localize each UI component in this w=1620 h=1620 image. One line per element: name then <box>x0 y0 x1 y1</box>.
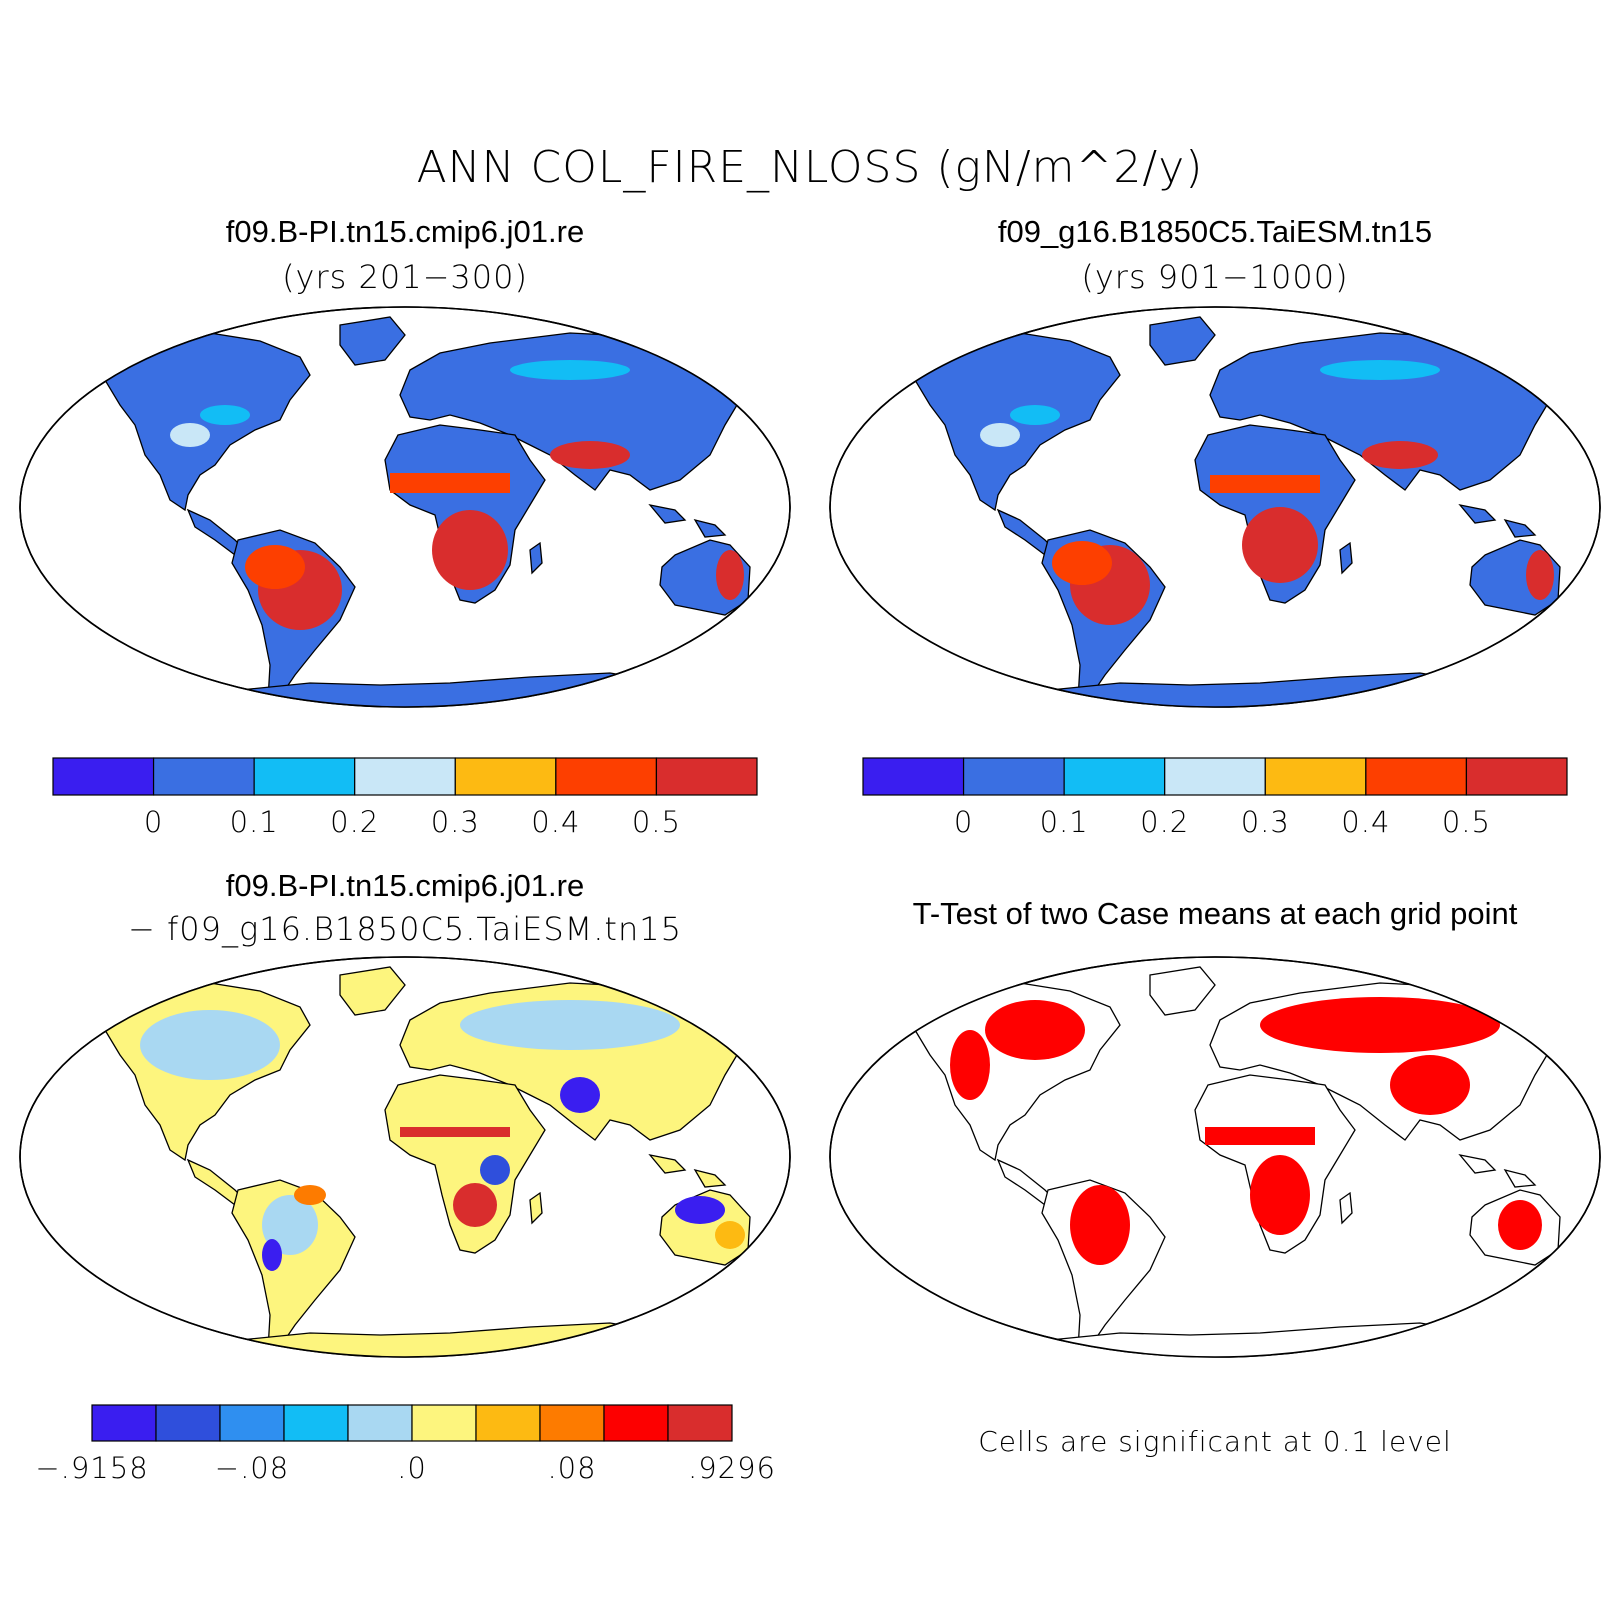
panel-tr-subtitle: (yrs 901−1000) <box>1081 258 1349 296</box>
case-colorbar-label: 0.1 <box>1039 805 1089 839</box>
colorbar-difference <box>91 1404 733 1442</box>
case-colorbar-label: 0.2 <box>330 805 380 839</box>
diff-colorbar-label: −.9158 <box>35 1451 149 1485</box>
map-case1 <box>19 306 791 708</box>
diff-colorbar-box <box>91 1404 157 1442</box>
diff-colorbar-label: −.08 <box>214 1451 290 1485</box>
case-colorbar-label: 0.3 <box>430 805 480 839</box>
case-colorbar-label: 0.4 <box>531 805 581 839</box>
case-colorbar-label: 0 <box>953 805 974 839</box>
colorbar-case2 <box>862 757 1568 796</box>
case-colorbar-box <box>1264 757 1367 796</box>
panel-bl-subtitle: − f09_g16.B1850C5.TaiESM.tn15 <box>128 910 682 948</box>
panel-bl-title: f09.B-PI.tn15.cmip6.j01.re <box>225 868 585 903</box>
case-colorbar-label: 0 <box>143 805 164 839</box>
case-colorbar-box <box>862 757 965 796</box>
diff-colorbar-box <box>411 1404 477 1442</box>
figure-title: ANN COL_FIRE_NLOSS (gN/m^2/y) <box>416 142 1204 193</box>
diff-colorbar-box <box>667 1404 733 1442</box>
case-colorbar-label: 0.2 <box>1140 805 1190 839</box>
case-colorbar-box <box>1164 757 1266 796</box>
diff-colorbar-box <box>603 1404 669 1442</box>
diff-colorbar-box <box>347 1404 413 1442</box>
case-colorbar-box <box>152 757 255 796</box>
case-colorbar-box <box>454 757 557 796</box>
colorbar-case1 <box>52 757 758 796</box>
panel-br-title: T-Test of two Case means at each grid po… <box>912 896 1518 931</box>
panel-tl-title: f09.B-PI.tn15.cmip6.j01.re <box>225 214 585 249</box>
panel-tr-title: f09_g16.B1850C5.TaiESM.tn15 <box>997 214 1433 249</box>
case-colorbar-box <box>555 757 658 796</box>
case-colorbar-box <box>655 757 758 796</box>
diff-colorbar-label: .9296 <box>687 1451 777 1485</box>
case-colorbar-label: 0.1 <box>229 805 279 839</box>
case-colorbar-label: 0.5 <box>631 805 681 839</box>
case-colorbar-box <box>253 757 356 796</box>
case-colorbar-box <box>1465 757 1568 796</box>
case-colorbar-label: 0.5 <box>1441 805 1491 839</box>
case-colorbar-box <box>1365 757 1468 796</box>
ttest-note: Cells are significant at 0.1 level <box>978 1425 1452 1458</box>
map-difference <box>19 956 791 1358</box>
case-colorbar-box <box>962 757 1065 796</box>
case-colorbar-box <box>1063 757 1166 796</box>
diff-colorbar-box <box>539 1404 605 1442</box>
case-colorbar-label: 0.3 <box>1240 805 1290 839</box>
diff-colorbar-label: .08 <box>547 1451 597 1485</box>
panel-tl-subtitle: (yrs 201−300) <box>282 258 528 296</box>
map-case2 <box>829 306 1601 708</box>
diff-colorbar-box <box>283 1404 349 1442</box>
diff-colorbar-box <box>475 1404 541 1442</box>
map-ttest <box>829 956 1601 1358</box>
diff-colorbar-box <box>219 1404 285 1442</box>
diff-colorbar-label: .0 <box>397 1451 427 1485</box>
case-colorbar-box <box>354 757 456 796</box>
case-colorbar-box <box>52 757 155 796</box>
diff-colorbar-box <box>155 1404 221 1442</box>
case-colorbar-label: 0.4 <box>1341 805 1391 839</box>
